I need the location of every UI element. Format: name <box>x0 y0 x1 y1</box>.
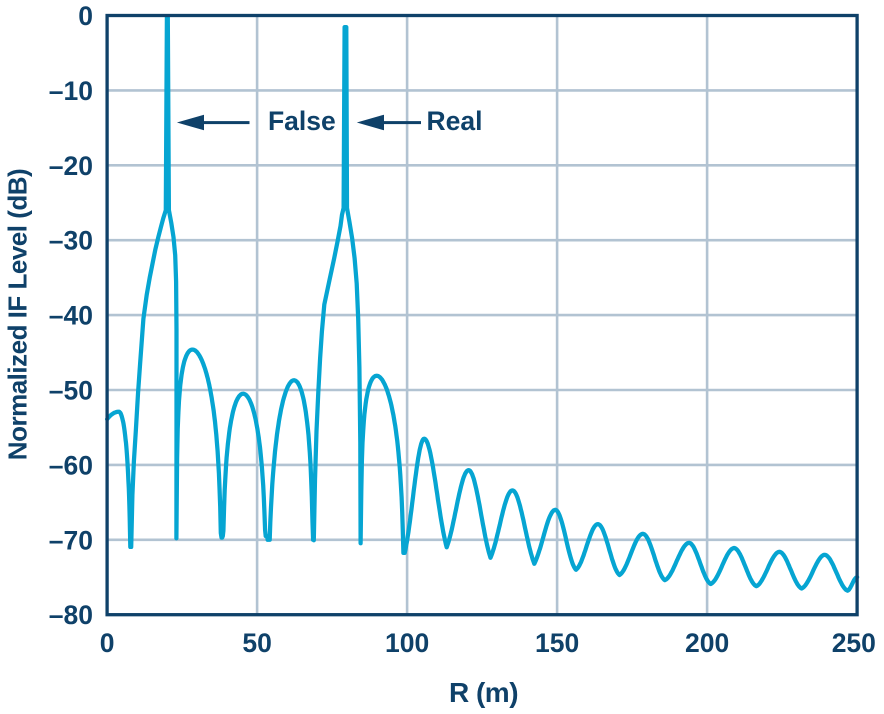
svg-text:False: False <box>268 106 336 136</box>
svg-text:Real: Real <box>427 106 483 136</box>
svg-text:0: 0 <box>78 1 93 31</box>
svg-text:–80: –80 <box>49 600 93 630</box>
svg-text:–50: –50 <box>49 376 93 406</box>
svg-text:0: 0 <box>100 628 115 658</box>
svg-text:250: 250 <box>832 628 876 658</box>
svg-text:50: 50 <box>242 628 271 658</box>
svg-text:200: 200 <box>685 628 729 658</box>
svg-text:–20: –20 <box>49 151 93 181</box>
svg-text:150: 150 <box>535 628 579 658</box>
svg-text:Normalized IF Level (dB): Normalized IF Level (dB) <box>2 169 32 460</box>
svg-text:R (m): R (m) <box>449 677 518 708</box>
svg-text:–60: –60 <box>49 450 93 480</box>
svg-text:–70: –70 <box>49 525 93 555</box>
svg-text:100: 100 <box>385 628 429 658</box>
svg-text:–10: –10 <box>49 76 93 106</box>
svg-text:–40: –40 <box>49 301 93 331</box>
svg-text:–30: –30 <box>49 226 93 256</box>
